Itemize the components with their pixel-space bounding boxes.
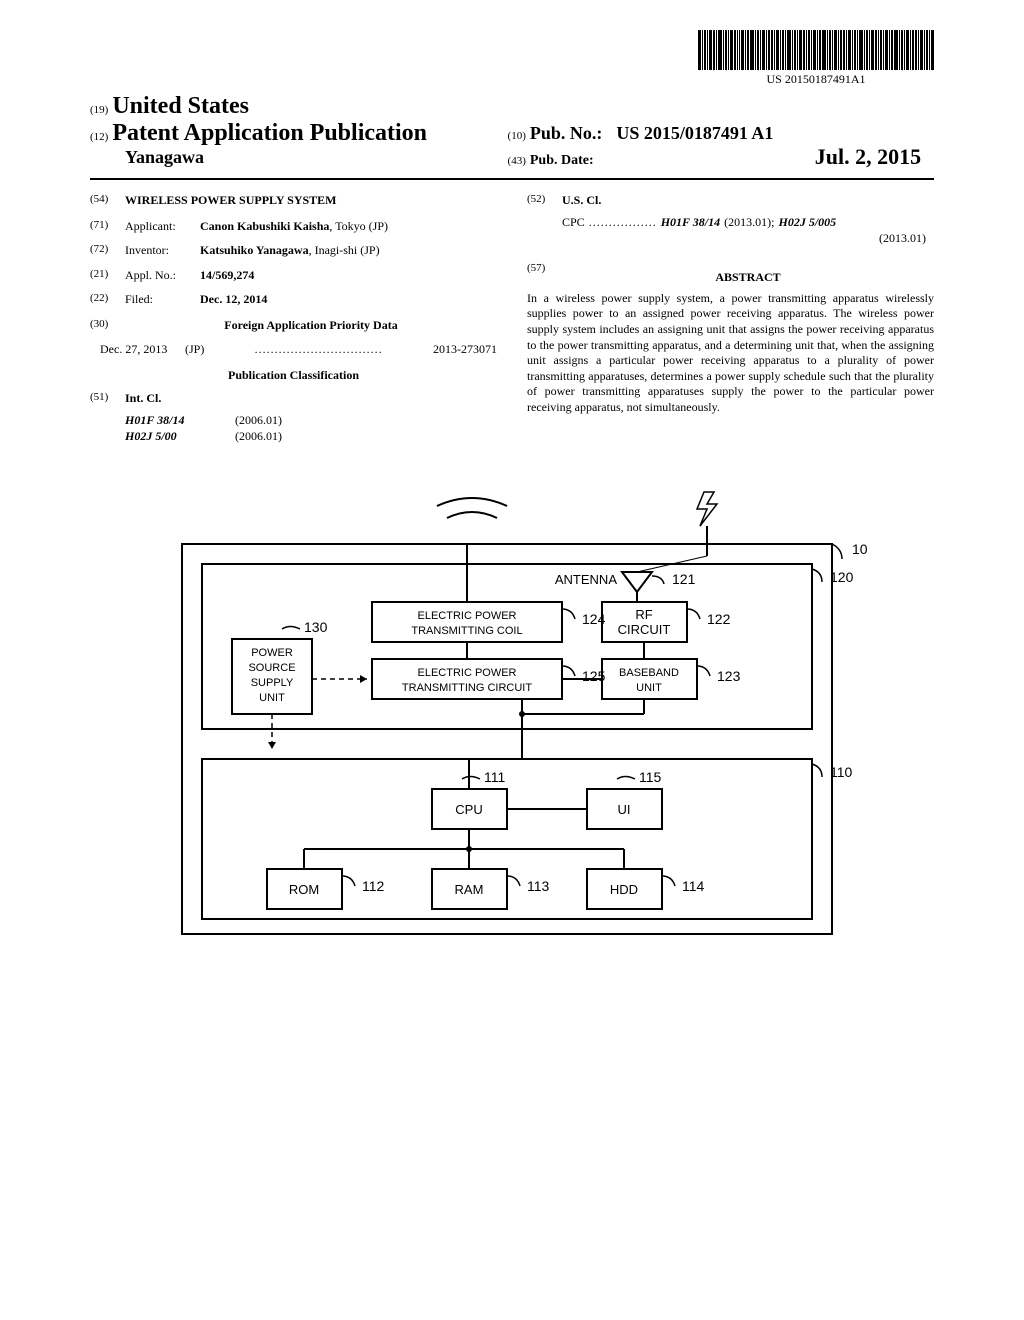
ref-121: 121 xyxy=(672,571,696,587)
field-57-num: (57) xyxy=(527,261,562,291)
ref-112: 112 xyxy=(362,878,385,894)
abstract-text: In a wireless power supply system, a pow… xyxy=(527,291,934,416)
rom-label: ROM xyxy=(289,882,319,897)
field-10: (10) xyxy=(508,130,526,142)
pub-date: Jul. 2, 2015 xyxy=(815,144,921,170)
antenna-label: ANTENNA xyxy=(555,572,617,587)
cpc-dots: ................. xyxy=(589,214,657,230)
coil-label-1: ELECTRIC POWER xyxy=(417,610,516,622)
baseband-label-2: UNIT xyxy=(636,682,662,694)
field-12: (12) xyxy=(90,131,108,143)
psu-label-4: UNIT xyxy=(259,692,285,704)
circuit-label-1: ELECTRIC POWER xyxy=(417,667,516,679)
pub-date-label: Pub. Date: xyxy=(530,153,815,169)
pub-no-label: Pub. No.: xyxy=(530,123,603,143)
ui-label: UI xyxy=(618,802,631,817)
dots: ................................ xyxy=(204,341,433,357)
ref-125: 125 xyxy=(582,668,606,684)
rf-label-2: CIRCUIT xyxy=(618,622,671,637)
filed-label: Filed: xyxy=(125,291,200,307)
psu-label-2: SOURCE xyxy=(248,662,295,674)
field-19: (19) xyxy=(90,104,108,116)
pub-no: US 2015/0187491 A1 xyxy=(616,123,773,143)
barcode xyxy=(698,30,934,70)
ref-110: 110 xyxy=(830,764,853,780)
figure-diagram: 10 120 ANTENNA 121 RF CIRCUIT 122 ELECTR… xyxy=(90,484,934,949)
inventor-name: Katsuhiko Yanagawa xyxy=(200,243,309,257)
field-71-num: (71) xyxy=(90,218,125,234)
field-54-num: (54) xyxy=(90,192,125,208)
divider xyxy=(90,178,934,180)
foreign-priority-label: Foreign Application Priority Data xyxy=(125,317,497,333)
ref-120: 120 xyxy=(830,569,854,585)
field-22-num: (22) xyxy=(90,291,125,307)
author-name: Yanagawa xyxy=(125,147,204,167)
barcode-number: US 20150187491A1 xyxy=(698,72,934,87)
field-52-num: (52) xyxy=(527,192,562,208)
baseband-label-1: BASEBAND xyxy=(619,667,679,679)
psu-label-3: SUPPLY xyxy=(251,677,294,689)
ram-label: RAM xyxy=(455,882,484,897)
rf-label-1: RF xyxy=(635,607,652,622)
inventor-loc: , Inagi-shi (JP) xyxy=(309,243,380,257)
publication-type: Patent Application Publication xyxy=(112,120,427,146)
coil-label-2: TRANSMITTING COIL xyxy=(411,625,522,637)
uscl-label: U.S. Cl. xyxy=(562,192,601,208)
cpc1: H01F 38/14 xyxy=(661,214,720,230)
filed: Dec. 12, 2014 xyxy=(200,291,497,307)
psu-label-1: POWER xyxy=(251,647,293,659)
ref-123: 123 xyxy=(717,668,741,684)
intcl-label: Int. Cl. xyxy=(125,390,161,406)
field-21-num: (21) xyxy=(90,267,125,283)
applno-label: Appl. No.: xyxy=(125,267,200,283)
cpc2-date: (2013.01) xyxy=(527,230,926,246)
field-51-num: (51) xyxy=(90,390,125,406)
applicant-name: Canon Kabushiki Kaisha xyxy=(200,219,329,233)
field-43: (43) xyxy=(508,155,526,167)
ref-111: 111 xyxy=(484,769,505,785)
intcl2-date: (2006.01) xyxy=(235,428,282,444)
inventor-label: Inventor: xyxy=(125,242,200,258)
ref-122: 122 xyxy=(707,611,731,627)
priority-date: Dec. 27, 2013 xyxy=(100,341,185,357)
field-30-num: (30) xyxy=(90,317,125,333)
ref-113: 113 xyxy=(527,878,550,894)
cpc-label: CPC xyxy=(562,214,585,230)
country: United States xyxy=(112,93,249,119)
ref-10: 10 xyxy=(852,541,868,557)
intcl1-date: (2006.01) xyxy=(235,412,282,428)
intcl2: H02J 5/00 xyxy=(125,428,235,444)
applicant-label: Applicant: xyxy=(125,218,200,234)
ref-130: 130 xyxy=(304,619,328,635)
hdd-label: HDD xyxy=(610,882,638,897)
field-72-num: (72) xyxy=(90,242,125,258)
priority-country: (JP) xyxy=(185,341,204,357)
pubclass-heading: Publication Classification xyxy=(90,367,497,383)
intcl1: H01F 38/14 xyxy=(125,412,235,428)
ref-124: 124 xyxy=(582,611,606,627)
ref-114: 114 xyxy=(682,878,705,894)
cpu-label: CPU xyxy=(455,802,482,817)
cpc2: H02J 5/005 xyxy=(778,214,836,230)
title: WIRELESS POWER SUPPLY SYSTEM xyxy=(125,192,337,208)
abstract-title: ABSTRACT xyxy=(562,269,934,285)
applicant-loc: , Tokyo (JP) xyxy=(329,219,388,233)
ref-115: 115 xyxy=(639,769,662,785)
cpc1-date: (2013.01); xyxy=(724,214,774,230)
applno: 14/569,274 xyxy=(200,267,497,283)
circuit-label-2: TRANSMITTING CIRCUIT xyxy=(402,682,532,694)
priority-num: 2013-273071 xyxy=(433,341,497,357)
